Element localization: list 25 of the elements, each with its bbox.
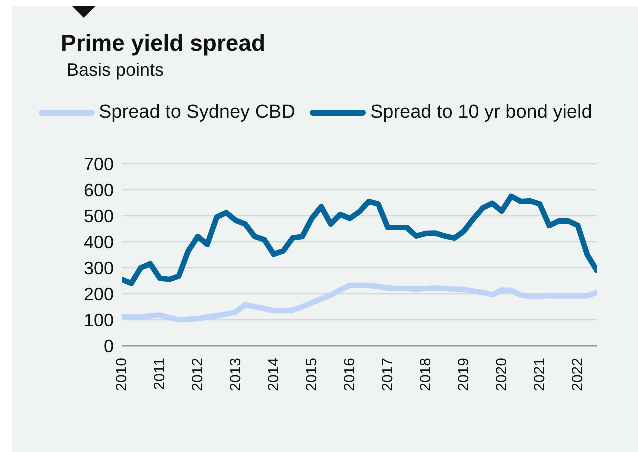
x-tick-label: 2016 xyxy=(342,358,358,392)
y-tick-label: 600 xyxy=(84,180,114,200)
y-tick-label: 400 xyxy=(84,232,114,252)
x-tick-label: 2013 xyxy=(228,358,244,392)
x-tick-label: 2010 xyxy=(114,358,130,392)
x-tick-label: 2015 xyxy=(304,358,320,392)
x-tick-label: 2018 xyxy=(418,358,434,392)
x-tick-label: 2022 xyxy=(570,358,586,392)
x-tick-label: 2021 xyxy=(532,358,548,392)
x-tick-label: 2014 xyxy=(266,358,282,392)
y-tick-label: 0 xyxy=(104,336,114,356)
y-tick-label: 700 xyxy=(84,154,114,174)
x-tick-label: 2012 xyxy=(190,358,206,392)
chart-title: Prime yield spread xyxy=(61,30,266,57)
y-tick-label: 500 xyxy=(84,206,114,226)
legend-label: Spread to 10 yr bond yield xyxy=(370,102,592,124)
y-tick-label: 100 xyxy=(84,310,114,330)
x-tick-label: 2019 xyxy=(456,358,472,392)
x-tick-label: 2017 xyxy=(380,358,396,392)
chart-subtitle: Basis points xyxy=(67,60,164,81)
x-tick-label: 2020 xyxy=(494,358,510,392)
x-tick-label: 2011 xyxy=(152,358,168,390)
legend-label: Spread to Sydney CBD xyxy=(99,102,296,124)
y-tick-label: 200 xyxy=(84,284,114,304)
y-tick-label: 300 xyxy=(84,258,114,278)
